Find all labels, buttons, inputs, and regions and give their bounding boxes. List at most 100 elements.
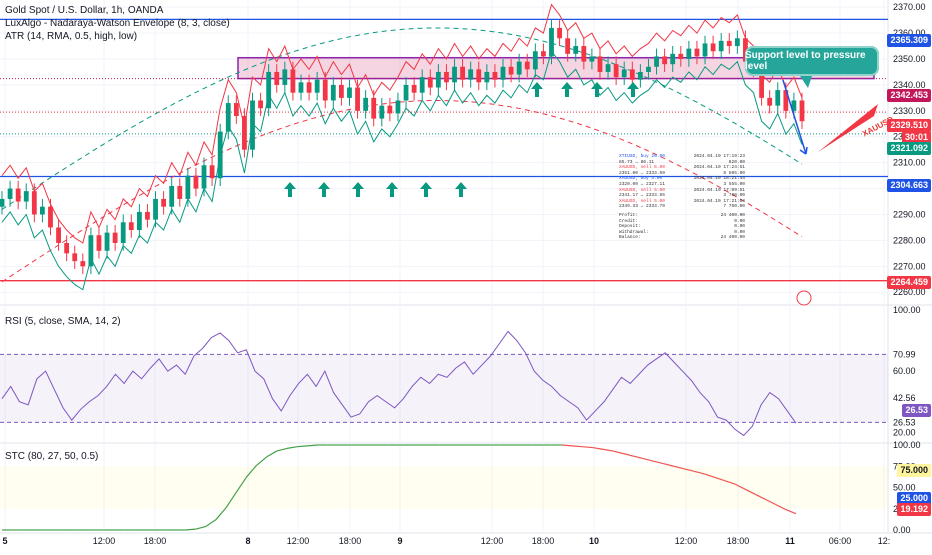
price-tag-support: 2304.663 [887, 179, 931, 192]
candle-body [444, 71, 449, 83]
report-label: XTIUSD, buy 20.00 [619, 154, 665, 159]
price-tick-label: 2260.00 [893, 287, 926, 297]
report-value: 3 760.00 [723, 193, 745, 199]
stc-value-tag: 19.192 [897, 503, 931, 516]
candle-body [201, 165, 207, 189]
report-label: Deposit: [619, 224, 641, 230]
time-tick-label: 11 [785, 536, 795, 546]
report-value: 7 760.00 [723, 204, 745, 210]
candle-body [702, 43, 708, 57]
stc-line-segment [673, 465, 685, 470]
candle-body [435, 71, 441, 88]
buy-arrow-icon [627, 82, 639, 97]
report-label: 2341.17 → 2333.65 [619, 193, 665, 199]
report-row: Deposit: 0.00 [619, 224, 745, 230]
candle-body [379, 105, 385, 119]
report-value: 0.00 [734, 229, 745, 235]
red-pointer-icon [818, 104, 878, 152]
candle-body [185, 175, 191, 199]
time-tick-label: 10 [589, 536, 599, 546]
candle-body [476, 69, 482, 83]
time-tick-label: 8 [245, 536, 250, 546]
candle-body [225, 103, 231, 132]
time-tick-label: 12: [878, 536, 891, 546]
candle-body [549, 27, 554, 57]
indicator-envelope-label: LuxAlgo - Nadaraya-Watson Envelope (8, 3… [5, 18, 230, 29]
buy-arrow-icon [284, 182, 296, 197]
stc-line-segment [602, 448, 613, 452]
candle-body [169, 185, 175, 207]
report-value: 2024.04.10 17:09:51 [693, 187, 745, 193]
candle-body [306, 82, 312, 93]
buy-arrow-icon [352, 182, 364, 197]
candle-body [347, 87, 352, 98]
callout-tail [800, 76, 812, 88]
buy-arrow-icon [455, 182, 467, 197]
candle-body [0, 198, 5, 207]
envelope-upper-dashed [1, 27, 803, 210]
rsi-value-tag: 26.53 [902, 404, 931, 417]
stc-line-segment [215, 507, 227, 521]
report-row: XAUUSD, sell 5.00 2024.04.10 17:09:51 [619, 188, 745, 194]
stc-line-segment [307, 444, 318, 447]
time-tick-label: 18:00 [144, 536, 167, 546]
candle-body [767, 97, 773, 106]
report-row: 2320.00 → 2327.11 3 555.00 [619, 182, 745, 188]
candle-body [120, 222, 126, 243]
candle-body [791, 100, 797, 111]
candle-body [516, 61, 522, 75]
candle-body [403, 84, 409, 101]
price-tick-label: 2350.00 [893, 54, 926, 64]
stc-line-segment [775, 503, 787, 511]
report-row: 2351.00 → 2333.69 8 505.00 [619, 171, 745, 177]
rsi-tick-label: 42.56 [893, 393, 916, 403]
candle-body [694, 48, 700, 57]
rsi-tick-label: 100.00 [893, 305, 921, 315]
stc-75-tag: 75.000 [897, 464, 931, 477]
candle-body [290, 69, 296, 93]
candle-body [637, 71, 643, 80]
report-row: XAUUSD, sell 6.00 2024.04.10 17:24:51 [619, 165, 745, 171]
buy-arrow-icon [420, 182, 432, 197]
candle-body [468, 69, 474, 80]
candle-body [104, 232, 110, 251]
report-value: 3 555.00 [723, 181, 745, 187]
stc-line-segment [592, 446, 603, 450]
stc-tick-label: 100.00 [893, 440, 921, 450]
candle-body [605, 64, 611, 72]
report-label: XAUUSD, sell 6.00 [619, 165, 665, 171]
report-value: 24 400.00 [720, 235, 745, 241]
candle-body [484, 71, 490, 83]
time-tick-label: 12:00 [287, 536, 310, 546]
stc-line-segment [225, 492, 237, 509]
report-label: Withdrawal: [619, 229, 649, 235]
candle-body [298, 82, 304, 93]
stc-line-segment [765, 498, 776, 506]
candle-body [96, 235, 102, 251]
stc-line-segment [744, 488, 756, 495]
candle-body [153, 198, 158, 220]
chart-title: Gold Spot / U.S. Dollar, 1h, OANDA [5, 5, 164, 16]
time-tick-label: 18:00 [532, 536, 555, 546]
rsi-tick-label: 60.00 [893, 366, 916, 376]
time-tick-label: 12:00 [481, 536, 504, 546]
candle-body [145, 211, 150, 220]
price-tick-label: 2370.00 [893, 2, 926, 12]
stc-line-segment [734, 483, 746, 490]
stc-label: STC (80, 27, 50, 0.5) [5, 451, 99, 462]
candle-body [452, 66, 457, 83]
buy-arrow-icon [591, 82, 603, 97]
report-label: 2320.00 → 2327.11 [619, 181, 665, 187]
candle-body [662, 56, 668, 65]
rsi-tick-label: 26.53 [893, 417, 916, 427]
price-tick-label: 2360.00 [893, 28, 926, 38]
candle-body [726, 40, 732, 47]
stc-line-segment [683, 468, 695, 472]
candle-body [314, 79, 320, 93]
rsi-label: RSI (5, close, SMA, 14, 2) [5, 316, 121, 327]
candle-body [589, 56, 595, 62]
support-callout: Support level to pressure level [745, 46, 879, 76]
report-row: 85.73 → 86.11 820.00 [619, 160, 745, 166]
